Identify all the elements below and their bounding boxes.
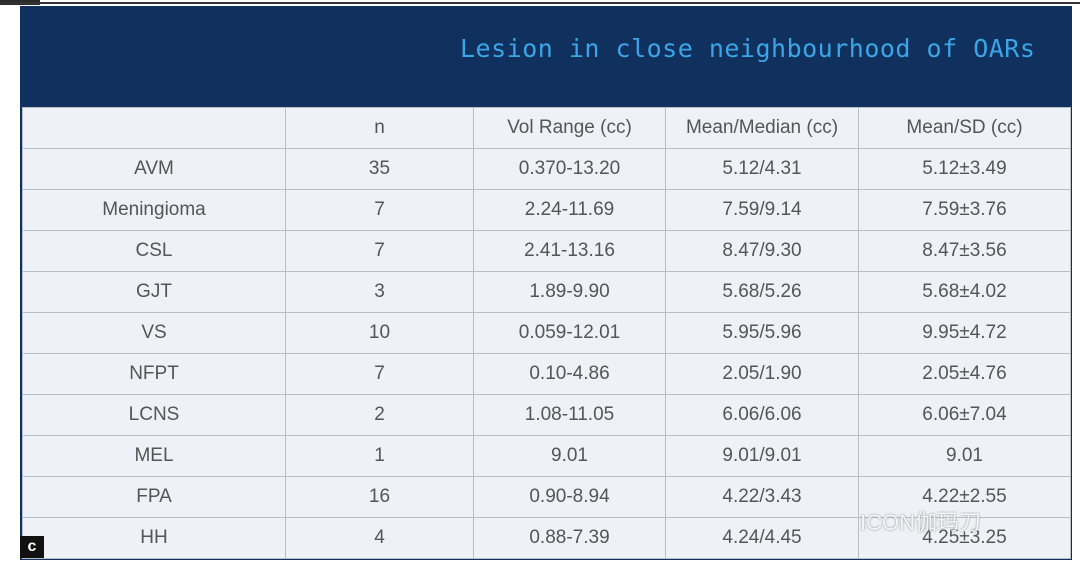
cell: VS (22, 312, 286, 354)
table-row: NFPT 7 0.10-4.86 2.05/1.90 2.05±4.76 (22, 353, 1071, 395)
cell: 8.47±3.56 (858, 230, 1071, 272)
table-row: Meningioma 7 2.24-11.69 7.59/9.14 7.59±3.76 (22, 189, 1071, 231)
cell: 7.59/9.14 (665, 189, 859, 231)
top-rule (0, 2, 1080, 4)
cell: 2 (285, 394, 474, 436)
cell: MEL (22, 435, 286, 477)
cell: LCNS (22, 394, 286, 436)
cell: 7 (285, 189, 474, 231)
cell: 0.90-8.94 (473, 476, 666, 518)
cell: 3 (285, 271, 474, 313)
title: Lesion in close neighbourhood of OARs (460, 34, 1036, 63)
cell: HH (22, 517, 286, 559)
cell: 9.01/9.01 (665, 435, 859, 477)
cell: AVM (22, 148, 286, 190)
cell: 0.370-13.20 (473, 148, 666, 190)
cell: 5.12±3.49 (858, 148, 1071, 190)
header-cell: Mean/Median (cc) (665, 107, 859, 149)
cell: 4.25±3.25 (858, 517, 1071, 559)
table-row: LCNS 2 1.08-11.05 6.06/6.06 6.06±7.04 (22, 394, 1071, 436)
table-row: AVM 35 0.370-13.20 5.12/4.31 5.12±3.49 (22, 148, 1071, 190)
cell: 5.95/5.96 (665, 312, 859, 354)
header-cell: Vol Range (cc) (473, 107, 666, 149)
cell: FPA (22, 476, 286, 518)
cell: 0.88-7.39 (473, 517, 666, 559)
cell: 9.95±4.72 (858, 312, 1071, 354)
header-cell: n (285, 107, 474, 149)
cell: 2.05/1.90 (665, 353, 859, 395)
cell: GJT (22, 271, 286, 313)
cell: 1 (285, 435, 474, 477)
cell: 6.06/6.06 (665, 394, 859, 436)
cell: 9.01 (473, 435, 666, 477)
cell: 35 (285, 148, 474, 190)
cell: CSL (22, 230, 286, 272)
table-row: GJT 3 1.89-9.90 5.68/5.26 5.68±4.02 (22, 271, 1071, 313)
header-cell: Mean/SD (cc) (858, 107, 1071, 149)
cell: 4.24/4.45 (665, 517, 859, 559)
table-row: HH 4 0.88-7.39 4.24/4.45 4.25±3.25 (22, 517, 1071, 559)
cell: 0.059-12.01 (473, 312, 666, 354)
cell: 6.06±7.04 (858, 394, 1071, 436)
cell: 4 (285, 517, 474, 559)
table-row: CSL 7 2.41-13.16 8.47/9.30 8.47±3.56 (22, 230, 1071, 272)
cell: 4.22/3.43 (665, 476, 859, 518)
cell: 5.68±4.02 (858, 271, 1071, 313)
table-row: FPA 16 0.90-8.94 4.22/3.43 4.22±2.55 (22, 476, 1071, 518)
cell: 5.68/5.26 (665, 271, 859, 313)
panel-label: c (20, 536, 44, 558)
cell: 2.24-11.69 (473, 189, 666, 231)
cell: 16 (285, 476, 474, 518)
data-table: n Vol Range (cc) Mean/Median (cc) Mean/SD (… (22, 107, 1071, 559)
header-cell (22, 107, 286, 149)
cell: 9.01 (858, 435, 1071, 477)
cell: 1.89-9.90 (473, 271, 666, 313)
cell: 7 (285, 230, 474, 272)
cell: 2.05±4.76 (858, 353, 1071, 395)
cell: 10 (285, 312, 474, 354)
watermark: ICON伽玛刀 (860, 510, 982, 535)
table-row: VS 10 0.059-12.01 5.95/5.96 9.95±4.72 (22, 312, 1071, 354)
table-row: MEL 1 9.01 9.01/9.01 9.01 (22, 435, 1071, 477)
cell: Meningioma (22, 189, 286, 231)
cell: 7.59±3.76 (858, 189, 1071, 231)
cell: 7 (285, 353, 474, 395)
header-row: n Vol Range (cc) Mean/Median (cc) Mean/SD (… (22, 107, 1071, 149)
cell: 5.12/4.31 (665, 148, 859, 190)
cell: 4.22±2.55 (858, 476, 1071, 518)
cell: 1.08-11.05 (473, 394, 666, 436)
cell: 0.10-4.86 (473, 353, 666, 395)
cell: 2.41-13.16 (473, 230, 666, 272)
cell: NFPT (22, 353, 286, 395)
cell: 8.47/9.30 (665, 230, 859, 272)
